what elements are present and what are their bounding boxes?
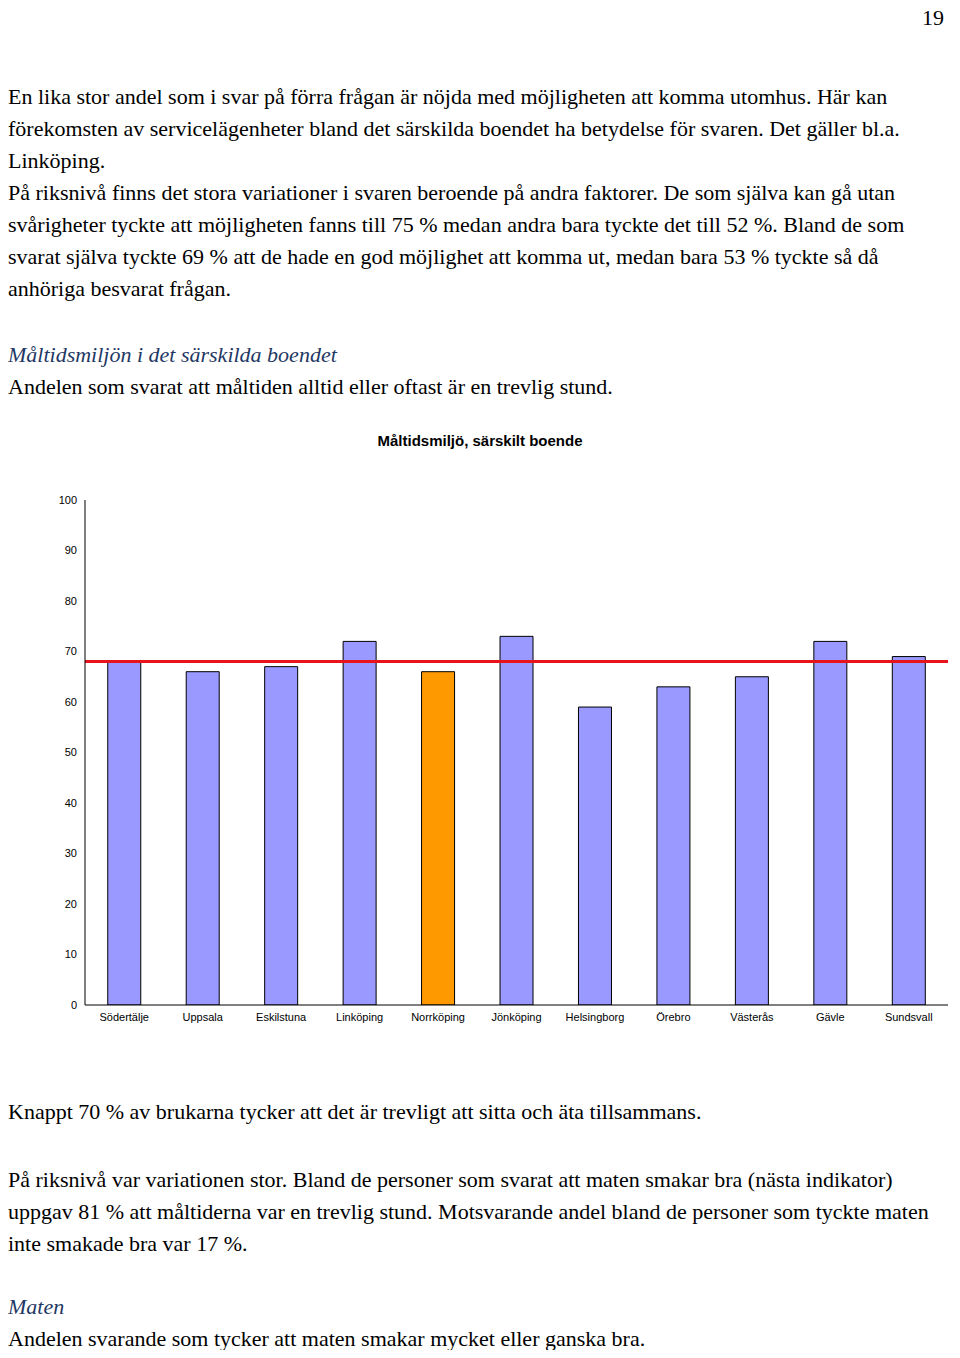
svg-text:Helsingborg: Helsingborg xyxy=(566,1011,625,1023)
svg-text:100: 100 xyxy=(59,494,77,506)
html-text:På riksnivå finns det stora va: På riksnivå finns det stora variationer … xyxy=(8,180,905,301)
svg-text:20: 20 xyxy=(65,898,77,910)
svg-text:80: 80 xyxy=(65,595,77,607)
html-text:Knappt 70 % av brukarna tycker: Knappt 70 % av brukarna tycker att det ä… xyxy=(8,1099,702,1124)
html-text:Andelen svarande som tycker at: Andelen svarande som tycker att maten sm… xyxy=(8,1326,646,1351)
html-text:Måltidsmiljön i det särskilda: Måltidsmiljön i det särskilda boendet xyxy=(8,342,337,367)
html-text:Maten: Maten xyxy=(8,1294,65,1319)
svg-text:Jönköping: Jönköping xyxy=(491,1011,541,1023)
svg-text:70: 70 xyxy=(65,645,77,657)
svg-text:40: 40 xyxy=(65,797,77,809)
svg-text:30: 30 xyxy=(65,847,77,859)
svg-text:Eskilstuna: Eskilstuna xyxy=(256,1011,307,1023)
svg-text:Sundsvall: Sundsvall xyxy=(885,1011,933,1023)
svg-text:10: 10 xyxy=(65,948,77,960)
html-text:Andelen som svarat att måltide: Andelen som svarat att måltiden alltid e… xyxy=(8,374,613,399)
svg-text:Gävle: Gävle xyxy=(816,1011,845,1023)
svg-text:Norrköping: Norrköping xyxy=(411,1011,465,1023)
svg-text:50: 50 xyxy=(65,746,77,758)
svg-text:60: 60 xyxy=(65,696,77,708)
html-text:På riksnivå var variationen st: På riksnivå var variationen stor. Bland … xyxy=(8,1167,929,1256)
svg-text:Uppsala: Uppsala xyxy=(183,1011,224,1023)
svg-text:Västerås: Västerås xyxy=(730,1011,774,1023)
html-text:Måltidsmiljö, särskilt boende: Måltidsmiljö, särskilt boende xyxy=(377,432,583,449)
html-text:19: 19 xyxy=(922,5,944,30)
svg-text:0: 0 xyxy=(71,999,77,1011)
svg-text:Södertälje: Södertälje xyxy=(99,1011,149,1023)
svg-text:Örebro: Örebro xyxy=(656,1011,690,1023)
svg-text:Linköping: Linköping xyxy=(336,1011,383,1023)
svg-text:90: 90 xyxy=(65,544,77,556)
html-text:En lika stor andel som i svar: En lika stor andel som i svar på förra f… xyxy=(8,84,900,173)
